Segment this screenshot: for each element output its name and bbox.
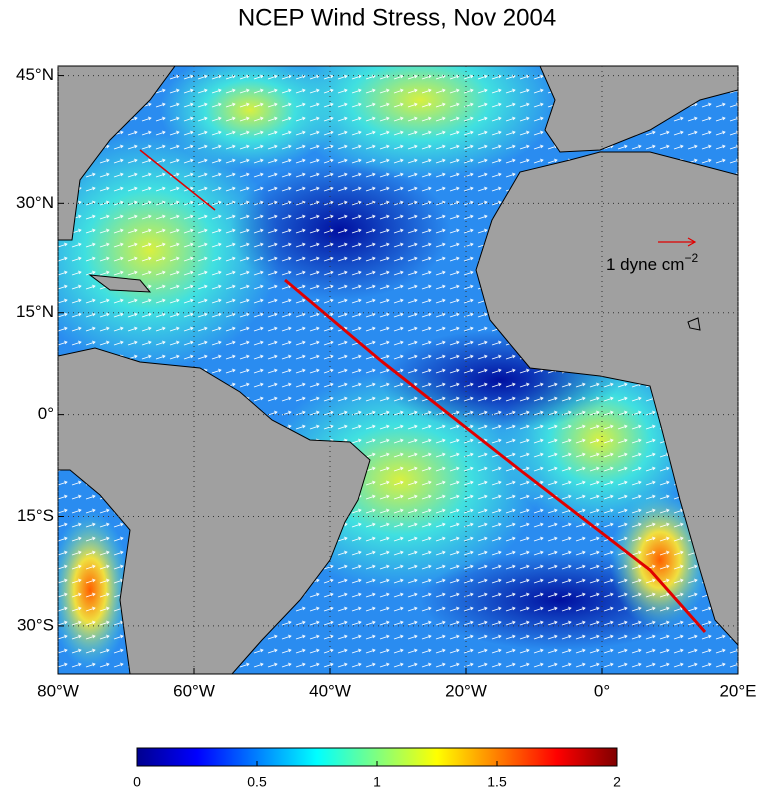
y-tick-label: 15°S bbox=[17, 506, 54, 525]
scale-label: 1 dyne cm−2 bbox=[606, 251, 698, 274]
y-tick-label: 30°S bbox=[17, 615, 54, 634]
colorbar-tick-label: 2 bbox=[613, 774, 621, 790]
scale-label-text: 1 dyne cm bbox=[606, 255, 684, 274]
scale-label-exponent: −2 bbox=[684, 251, 698, 265]
x-tick-label: 20°W bbox=[445, 681, 487, 700]
scale-arrow-head bbox=[687, 237, 697, 247]
y-tick-label: 30°N bbox=[16, 193, 54, 212]
colorbar-tick-label: 0 bbox=[133, 774, 141, 790]
x-tick-label: 80°W bbox=[37, 681, 79, 700]
x-tick-label: 20°E bbox=[719, 681, 756, 700]
colorbar-tick-label: 0.5 bbox=[247, 774, 267, 790]
x-tick-label: 60°W bbox=[173, 681, 215, 700]
wind-field bbox=[58, 66, 738, 674]
colorbar-tick-label: 1.5 bbox=[487, 774, 507, 790]
land bbox=[58, 66, 738, 674]
y-tick-label: 15°N bbox=[16, 302, 54, 321]
y-tick-label: 45°N bbox=[16, 65, 54, 84]
title: NCEP Wind Stress, Nov 2004 bbox=[238, 4, 556, 31]
y-tick-label: 0° bbox=[38, 404, 54, 423]
x-tick-label: 0° bbox=[594, 681, 610, 700]
plot-frame bbox=[57, 65, 739, 675]
x-tick-label: 40°W bbox=[309, 681, 351, 700]
colorbar-tick-label: 1 bbox=[373, 774, 381, 790]
